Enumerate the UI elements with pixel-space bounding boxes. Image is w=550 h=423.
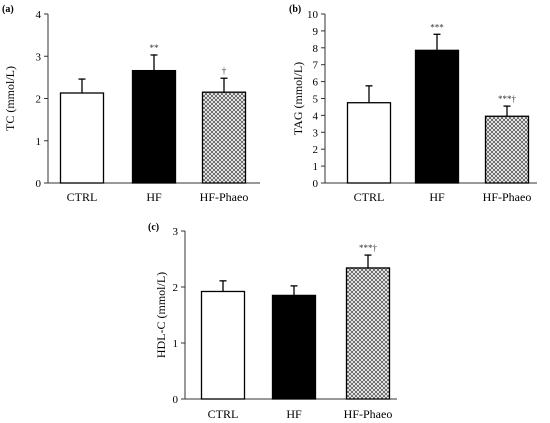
y-tick-label: 0 bbox=[36, 178, 42, 190]
significance-mark: *** bbox=[430, 22, 444, 32]
category-label: HF bbox=[429, 190, 445, 204]
y-tick-label: 1 bbox=[313, 161, 319, 173]
y-tick-label: 8 bbox=[313, 43, 319, 55]
category-label: CTRL bbox=[67, 190, 98, 204]
y-tick-label: 1 bbox=[173, 338, 179, 350]
bar-ctrl bbox=[59, 92, 105, 184]
bar-hf-phaeo bbox=[201, 91, 247, 184]
bar-hf-phaeo bbox=[345, 267, 391, 400]
category-label: HF bbox=[286, 407, 302, 421]
y-tick-label: 3 bbox=[173, 226, 179, 238]
y-tick-label: 5 bbox=[313, 94, 319, 106]
y-tick-label: 3 bbox=[36, 51, 42, 63]
y-tick-label: 4 bbox=[313, 110, 319, 122]
significance-mark: † bbox=[222, 66, 227, 76]
category-label: CTRL bbox=[208, 407, 239, 421]
bar-hf bbox=[414, 49, 460, 184]
y-tick-label: 3 bbox=[313, 127, 319, 139]
y-tick-label: 0 bbox=[173, 394, 179, 406]
bar-ctrl bbox=[346, 102, 392, 184]
panel-label: (b) bbox=[289, 4, 301, 15]
category-label: HF bbox=[146, 190, 162, 204]
panel-label: (a) bbox=[2, 4, 14, 15]
category-label: HF-Phaeo bbox=[483, 190, 532, 204]
y-tick-label: 4 bbox=[36, 9, 42, 21]
y-tick-label: 2 bbox=[36, 94, 42, 106]
significance-mark: ** bbox=[150, 43, 160, 53]
chart-panel: (b) TAG (mmol/L) 0 1 2 3 4 5 6 7 8 9 10 CTRL *** HF ***†… bbox=[289, 4, 537, 204]
y-tick-label: 0 bbox=[313, 178, 319, 190]
y-tick-label: 7 bbox=[313, 60, 319, 72]
y-axis-title: TC (mmol/L) bbox=[3, 66, 17, 131]
y-tick-label: 6 bbox=[313, 77, 319, 89]
y-tick-label: 2 bbox=[173, 282, 179, 294]
y-tick-label: 9 bbox=[313, 26, 319, 38]
y-axis-title: TAG (mmol/L) bbox=[291, 62, 305, 135]
y-axis-title: HDL-C (mmol/L) bbox=[154, 272, 168, 358]
category-label: CTRL bbox=[354, 190, 385, 204]
bar-ctrl bbox=[200, 290, 246, 400]
significance-mark: ***† bbox=[498, 94, 517, 104]
significance-mark: ***† bbox=[359, 243, 378, 253]
panel-label: (c) bbox=[148, 222, 159, 233]
bar-hf bbox=[271, 294, 317, 400]
chart-panel: (c) HDL-C (mmol/L) 0 1 2 3 CTRL HF ***† HF-Phaeo bbox=[148, 222, 397, 421]
bar-hf bbox=[131, 69, 177, 184]
y-tick-label: 2 bbox=[313, 144, 319, 156]
chart-panel: (a) TC (mmol/L) 0 1 2 3 4 CTRL ** HF † HF-Phaeo bbox=[2, 4, 260, 204]
category-label: HF-Phaeo bbox=[200, 190, 249, 204]
category-label: HF-Phaeo bbox=[344, 407, 393, 421]
y-tick-label: 1 bbox=[36, 136, 42, 148]
bar-hf-phaeo bbox=[484, 115, 530, 184]
y-tick-label: 10 bbox=[307, 9, 319, 21]
